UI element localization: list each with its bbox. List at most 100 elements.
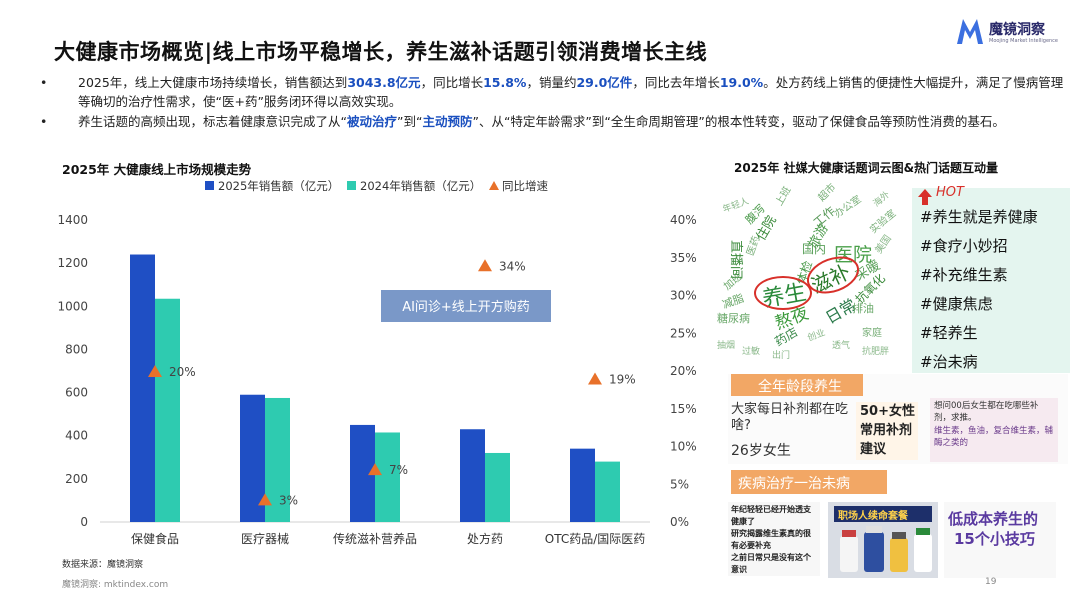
- hot-topic: #养生就是养健康: [920, 208, 1038, 226]
- word-cloud-word: 透气: [832, 341, 851, 351]
- legend-swatch: [489, 181, 499, 190]
- y-left-tick-label: 800: [65, 342, 88, 356]
- hot-topic: #治未病: [920, 353, 978, 371]
- y-right-tick-label: 10%: [670, 440, 697, 454]
- y-left-tick-label: 1400: [57, 213, 88, 227]
- x-category-label: OTC药品/国际医药: [545, 532, 646, 546]
- legend-label: 2024年销售额（亿元）: [360, 179, 481, 193]
- highlight-text: 19.0%: [719, 75, 764, 90]
- growth-label: 3%: [279, 493, 298, 507]
- legend-label: 同比增速: [502, 179, 548, 193]
- bar-2024: [155, 298, 180, 522]
- legend-swatch: [205, 181, 214, 190]
- highlight-text: 主动预防: [422, 114, 473, 129]
- footer-url: 魔镜洞察: mktindex.com: [62, 580, 169, 590]
- bar-2025: [570, 448, 595, 522]
- x-category-label: 医疗器械: [241, 531, 289, 546]
- bullet-text: ，同比增长: [420, 75, 484, 90]
- age-panel-card: [856, 402, 918, 460]
- y-left-tick-label: 1000: [57, 299, 88, 313]
- x-category-label: 处方药: [467, 531, 503, 546]
- y-right-tick-label: 15%: [670, 402, 697, 416]
- highlight-text: 3043.8亿元: [347, 75, 421, 90]
- bullet-text: ”到“: [397, 114, 423, 129]
- x-category-label: 传统滋补营养品: [333, 531, 417, 546]
- age-panel-question: 大家每日补剂都在吃啥?: [731, 402, 849, 433]
- legend-label: 2025年销售额（亿元）: [218, 179, 339, 193]
- y-left-tick-label: 600: [65, 386, 88, 400]
- legend-swatch: [347, 181, 356, 190]
- disease-note-2: 研究揭露维生素真的很有必要补充: [731, 529, 811, 550]
- hot-arrow-icon: [918, 189, 932, 205]
- bar-2024: [375, 432, 400, 522]
- age-panel-q3: 50+女性常用补剂建议: [860, 404, 915, 457]
- summary-bullet: • 养生话题的高频出现，标志着健康意识完成了从“被动治疗”到“主动预防”、从“特定…: [40, 112, 1070, 131]
- growth-marker: [148, 365, 162, 377]
- word-cloud-word: 创业: [806, 328, 827, 344]
- data-source: 数据来源：魔镜洞察: [62, 560, 144, 570]
- word-cloud: 养生 滋补 医院 熬夜 日常 直播间 旅游 采暖 住院 工作 抗氧化 体检 国内 药店 糖尿病 减脂 腹泻 排油家…: [712, 178, 912, 368]
- y-right-tick-label: 30%: [670, 289, 697, 303]
- growth-label: 19%: [609, 373, 636, 387]
- tips-line-1: 低成本养生的: [948, 510, 1039, 528]
- bullet-text: 。处方药线上销售的便捷性大: [763, 75, 926, 90]
- age-panel: 全年龄段养生 大家每日补剂都在吃啥? 26岁女生 50+女性常用补剂建议 想问0…: [728, 374, 1068, 464]
- growth-marker: [368, 463, 382, 476]
- bullet-text: 幅提升，满足了慢病管理等确切的治疗性需求，使“医+药”服务闭环得以高效实现。: [78, 75, 1064, 109]
- summary-bullet: • 2025年，线上大健康市场持续增长，销售额达到3043.8亿元，同比增长15.…: [40, 73, 1070, 111]
- word-cloud-word: 糖尿病: [717, 312, 750, 325]
- word-cloud-word: 超市: [816, 181, 839, 204]
- supplement-banner-bg: [834, 506, 932, 522]
- market-size-chart: 0 200 400 600 800 1000 1200 1400 0% 5% 10% 15% 20% 25…: [57, 179, 697, 546]
- y-right-tick-label: 20%: [670, 364, 697, 378]
- word-cloud-word: 出门: [772, 351, 791, 361]
- disease-panel-tag-bg: [731, 470, 887, 494]
- y-right-tick-label: 40%: [670, 213, 697, 227]
- word-cloud-word: 抗肥胖: [862, 347, 890, 357]
- bar-2025: [460, 429, 485, 522]
- word-cloud-word: 医院: [834, 244, 873, 266]
- annotation-text: AI问诊+线上开方购药: [402, 299, 530, 315]
- disease-note-card: [728, 502, 820, 576]
- bullet-text: ，销量约: [526, 75, 577, 90]
- bullet-text: ，同比去年增长: [632, 75, 720, 90]
- bullet-dot: •: [40, 75, 48, 90]
- growth-marker: [258, 493, 272, 506]
- word-cloud-word: 排油: [852, 302, 874, 315]
- hot-topic: #健康焦虑: [920, 295, 993, 313]
- y-right-tick-label: 5%: [670, 477, 689, 491]
- growth-label: 7%: [389, 463, 408, 477]
- y-right-tick-label: 25%: [670, 326, 697, 340]
- growth-label: 20%: [169, 365, 196, 379]
- logo-mark-icon: [957, 19, 983, 44]
- tips-line-2: 15个小技巧: [954, 530, 1035, 548]
- y-right-tick-label: 0%: [670, 515, 689, 529]
- growth-marker: [478, 259, 492, 272]
- page-number: 19: [985, 577, 997, 587]
- hot-topics-panel: [912, 188, 1070, 373]
- disease-note-1: 年纪轻轻已经开始透支健康了: [731, 505, 811, 526]
- page-title: 大健康市场概览|线上市场平稳增长，养生滋补话题引领消费增长主线: [54, 40, 708, 64]
- word-cloud-word: 过敏: [742, 347, 761, 357]
- supplement-banner: 职场人续命套餐: [838, 511, 908, 522]
- growth-label: 34%: [499, 259, 526, 273]
- disease-note-3: 之前日常只是没有这个意识: [731, 553, 811, 574]
- disease-panel-tag: 疾病治疗一治未病: [738, 476, 850, 492]
- age-panel-tag: 全年龄段养生: [758, 379, 842, 395]
- bar-2024: [595, 461, 620, 522]
- bullet-text: 养生话题的高频出现，标志着健康意识完成了从“: [78, 114, 347, 129]
- bar-2025: [130, 254, 155, 522]
- x-category-label: 保健食品: [131, 531, 179, 546]
- word-cloud-word: 国内: [802, 242, 827, 256]
- brand-logo: 魔镜洞察 Moojing Market Intelligence: [955, 16, 1065, 50]
- bullet-dot: •: [40, 114, 48, 129]
- y-right-tick-label: 35%: [670, 251, 697, 265]
- age-panel-q2: 26岁女生: [731, 443, 791, 459]
- bullet-text: 2025年，线上大健康市场持续增长，销售额达到: [78, 75, 348, 90]
- age-panel-q4: 想问00后女生都在吃哪些补剂，求推。: [934, 401, 1039, 423]
- supplement-photo: 职场人续命套餐: [828, 502, 938, 578]
- highlight-text: 被动治疗: [346, 114, 397, 129]
- bullet-text: ”、从“特定年龄需求”到“全生命周期管理”的根本性转变，驱动了保健食: [472, 114, 868, 129]
- y-left-tick-label: 400: [65, 429, 88, 443]
- highlight-text: 29.0亿件: [576, 75, 633, 90]
